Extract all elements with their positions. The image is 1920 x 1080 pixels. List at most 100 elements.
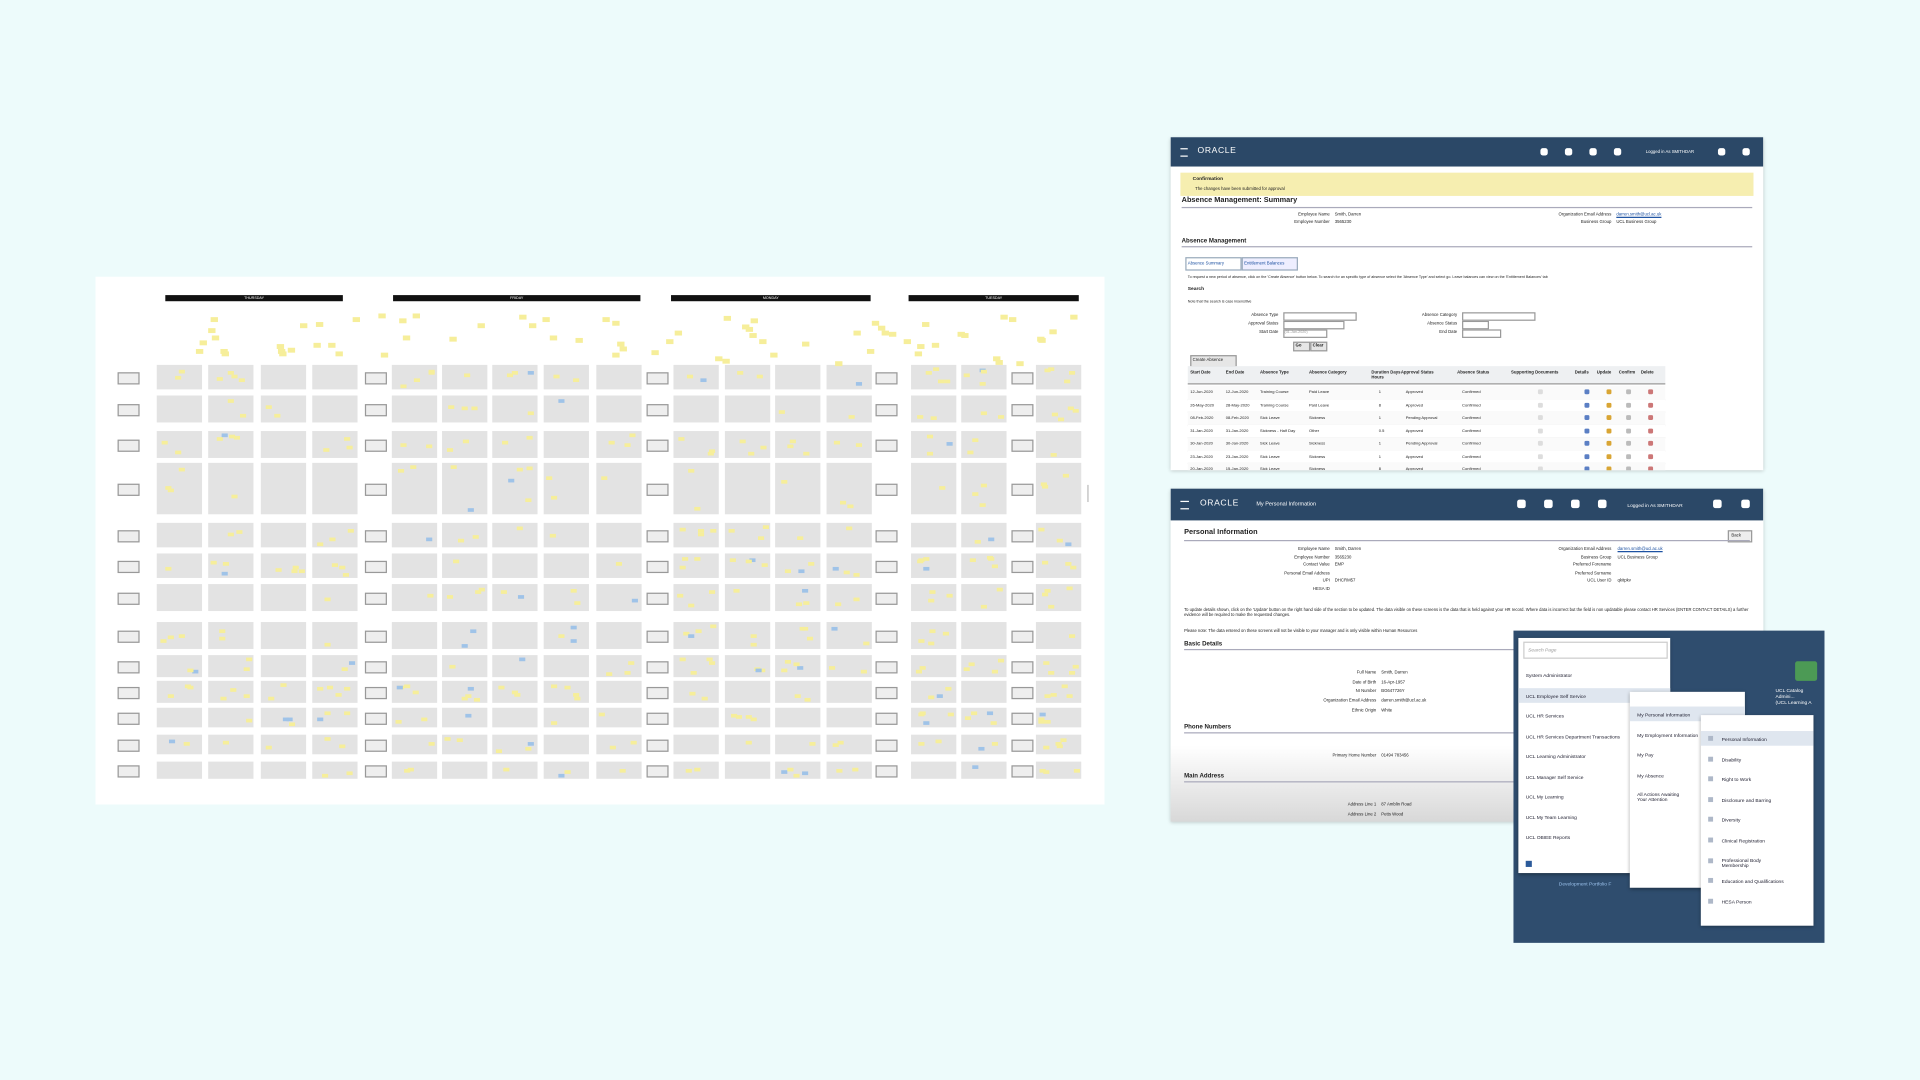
row-action-icon[interactable]	[1537, 427, 1543, 433]
responsibility[interactable]: UCL Learning Administrator	[1525, 753, 1586, 760]
row-action-icon[interactable]	[1648, 389, 1654, 395]
search-input[interactable]	[1283, 329, 1328, 338]
row-action-icon[interactable]	[1648, 427, 1654, 433]
header-icon[interactable]	[1544, 499, 1553, 509]
row-action-icon[interactable]	[1606, 415, 1612, 421]
row-action-icon[interactable]	[1584, 415, 1590, 421]
menu-item[interactable]: Clinical Registration	[1721, 837, 1765, 844]
row-action-icon[interactable]	[1606, 427, 1612, 433]
row-action-icon[interactable]	[1537, 402, 1543, 408]
row-action-icon[interactable]	[1648, 440, 1654, 446]
tile-label[interactable]: Admini...	[1775, 693, 1795, 700]
row-action-icon[interactable]	[1537, 389, 1543, 395]
menu-item[interactable]: My Absence	[1637, 772, 1664, 779]
row-action-icon[interactable]	[1584, 440, 1590, 446]
search-input[interactable]	[1283, 320, 1345, 330]
row-action-icon[interactable]	[1626, 453, 1632, 459]
back-button[interactable]	[1727, 530, 1753, 543]
row-action-icon[interactable]	[1606, 453, 1612, 459]
button[interactable]	[1310, 341, 1328, 352]
header-icon[interactable]	[1564, 148, 1573, 156]
menu-item[interactable]: Education and Qualifications	[1721, 878, 1784, 885]
row-action-icon[interactable]	[1537, 440, 1543, 446]
tab[interactable]	[1241, 257, 1298, 271]
search-input[interactable]	[1462, 329, 1502, 338]
row-action-icon[interactable]	[1626, 427, 1632, 433]
header-icon[interactable]	[1540, 148, 1548, 156]
row-action-icon[interactable]	[1537, 415, 1543, 421]
row-action-icon[interactable]	[1606, 389, 1612, 395]
responsibility[interactable]: UCL HR Services	[1525, 712, 1564, 719]
row-action-icon[interactable]	[1606, 440, 1612, 446]
menu-item[interactable]: Disclosure and Barring	[1721, 796, 1772, 804]
row-action-icon[interactable]	[1648, 415, 1654, 421]
header-icon[interactable]	[1717, 148, 1726, 156]
button[interactable]	[1293, 341, 1311, 352]
row-action-icon[interactable]	[1537, 466, 1543, 471]
search-input[interactable]	[1462, 320, 1489, 330]
responsibility[interactable]: System Administrator	[1525, 672, 1572, 679]
tab[interactable]	[1185, 257, 1242, 271]
header-icon[interactable]	[1597, 499, 1607, 509]
footer-link[interactable]: Development Portfolio F	[1558, 880, 1612, 887]
responsibility[interactable]: UCL OBIEE Reports	[1525, 833, 1571, 841]
sticky-note	[282, 716, 289, 721]
row-action-icon[interactable]	[1648, 466, 1654, 471]
back-label[interactable]: Back	[1731, 532, 1741, 538]
button-label[interactable]: Clear	[1312, 342, 1324, 348]
header-icon[interactable]	[1571, 499, 1580, 509]
row-label	[117, 661, 140, 674]
responsibility[interactable]: UCL Manager Self Service	[1525, 773, 1584, 780]
row-action-icon[interactable]	[1584, 402, 1590, 408]
menu-icon[interactable]	[1180, 148, 1188, 157]
menu-item[interactable]: HESA Person	[1721, 898, 1752, 905]
menu-icon[interactable]	[1180, 500, 1189, 510]
row-action-icon[interactable]	[1537, 453, 1543, 459]
header-icon[interactable]	[1613, 148, 1622, 156]
header-icon[interactable]	[1713, 499, 1722, 509]
responsibility[interactable]: UCL My Team Learning	[1525, 813, 1577, 820]
menu-item[interactable]: Personal Information	[1721, 735, 1767, 743]
search-box[interactable]	[1523, 641, 1668, 659]
header-icon[interactable]	[1742, 148, 1750, 156]
menu-item[interactable]: Disability	[1721, 756, 1742, 763]
menu-item[interactable]: All Actions Awaiting Your Attention	[1637, 791, 1680, 803]
row-action-icon[interactable]	[1626, 389, 1632, 395]
row-action-icon[interactable]	[1626, 402, 1632, 408]
tile-label[interactable]: (UCL Learning A	[1775, 699, 1812, 706]
button-label[interactable]: Go	[1295, 342, 1302, 348]
sticky-note	[322, 447, 330, 452]
menu-item[interactable]: Professional Body Membership	[1721, 856, 1762, 868]
tab-label[interactable]: Entitlement Balances	[1244, 260, 1285, 266]
sticky-note	[843, 570, 850, 575]
responsibility[interactable]: UCL HR Services Department Transactions	[1525, 732, 1621, 739]
header-icon[interactable]	[1741, 499, 1750, 509]
menu-item[interactable]: My Employment Information	[1637, 731, 1699, 738]
row-action-icon[interactable]	[1626, 415, 1632, 421]
edit-icon[interactable]	[1525, 860, 1532, 867]
row-action-icon[interactable]	[1584, 389, 1590, 395]
row-action-icon[interactable]	[1584, 466, 1590, 471]
menu-item[interactable]: My Personal Information	[1637, 711, 1691, 718]
tile-label[interactable]: UCL Catalog	[1775, 686, 1804, 694]
tab-label[interactable]: Absence Summary	[1187, 260, 1224, 266]
search-input[interactable]	[1462, 312, 1536, 321]
row-action-icon[interactable]	[1584, 427, 1590, 433]
row-action-icon[interactable]	[1606, 402, 1612, 408]
row-action-icon[interactable]	[1648, 453, 1654, 459]
header-icon[interactable]	[1517, 499, 1526, 509]
responsibility[interactable]: UCL Employee Self Service	[1525, 692, 1586, 699]
row-action-icon[interactable]	[1626, 466, 1632, 471]
row-label	[364, 686, 387, 700]
row-action-icon[interactable]	[1584, 453, 1590, 459]
row-action-icon[interactable]	[1626, 440, 1632, 446]
responsibility[interactable]: UCL My Learning	[1525, 793, 1564, 800]
header-icon[interactable]	[1589, 148, 1597, 156]
search-input[interactable]	[1283, 312, 1357, 321]
create-button-label[interactable]: Create Absence	[1192, 357, 1224, 363]
row-action-icon[interactable]	[1648, 402, 1654, 408]
menu-item[interactable]: Diversity	[1721, 817, 1741, 824]
menu-item[interactable]: My Pay	[1637, 751, 1654, 758]
menu-item[interactable]: Right to Work	[1721, 776, 1752, 783]
row-action-icon[interactable]	[1606, 466, 1612, 471]
